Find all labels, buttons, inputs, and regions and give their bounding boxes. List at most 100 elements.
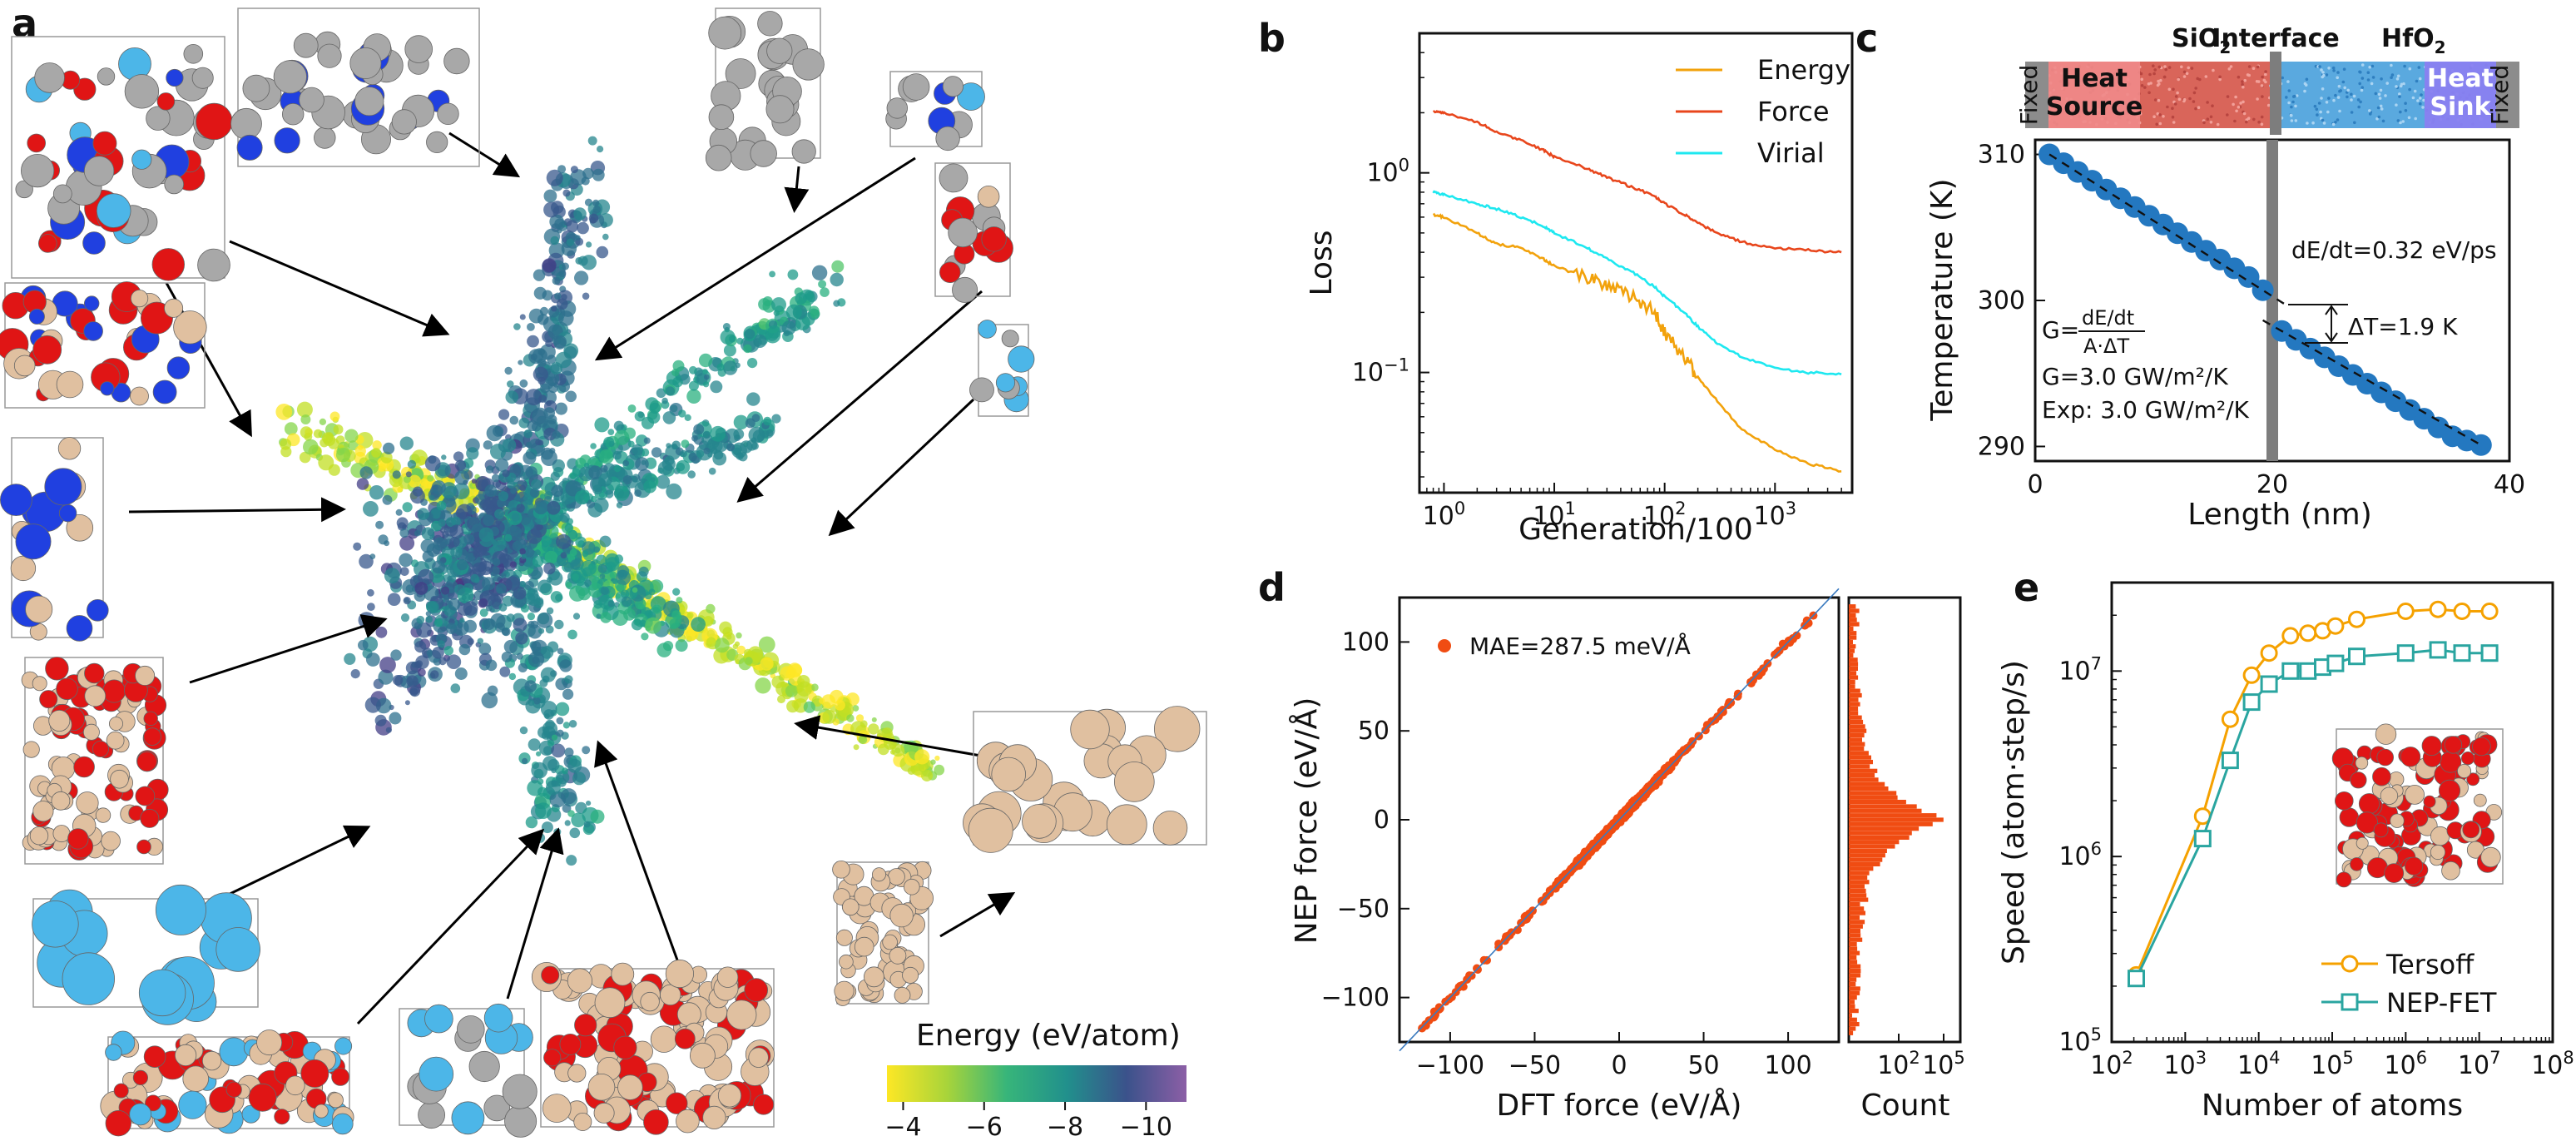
- histogram-bar: [1849, 1009, 1859, 1014]
- atom: [143, 711, 158, 727]
- scatter-point: [463, 619, 477, 633]
- histogram-bar: [1849, 995, 1857, 1000]
- scatter-point: [661, 397, 668, 404]
- atom: [92, 131, 117, 156]
- speckle-atom: [2371, 76, 2375, 79]
- right-linear-fit: [2262, 319, 2482, 446]
- scatter-point: [736, 337, 744, 345]
- scatter-point: [560, 788, 577, 805]
- inset-atom: [2358, 793, 2380, 815]
- histogram-bar: [1849, 728, 1867, 733]
- scatter-point: [623, 608, 636, 621]
- speckle-atom: [2331, 122, 2336, 127]
- rate-annotation: dE/dt=0.32 eV/ps: [2291, 236, 2497, 264]
- scatter-point: [527, 419, 538, 432]
- scatter-point: [622, 459, 630, 467]
- scatter-point: [555, 702, 570, 717]
- scatter-point: [785, 684, 799, 697]
- scatter-point: [810, 683, 819, 692]
- speckle-atom: [2321, 71, 2325, 74]
- scatter-point: [532, 556, 544, 568]
- y-tick-label: 100: [1366, 156, 1409, 188]
- scatter-point: [751, 414, 760, 423]
- speckle-atom: [2173, 102, 2177, 106]
- speckle-atom: [2419, 102, 2422, 106]
- atom: [766, 37, 793, 64]
- atom: [567, 968, 593, 994]
- scatter-point: [559, 512, 570, 523]
- speckle-atom: [2381, 119, 2385, 123]
- scatter-point: [753, 334, 767, 348]
- scatter-point: [498, 409, 510, 420]
- scatter-point: [375, 520, 384, 529]
- scatter-point: [698, 353, 713, 368]
- speckle-atom: [2242, 112, 2247, 116]
- speckle-atom: [2311, 121, 2315, 125]
- histogram-bar: [1849, 924, 1863, 929]
- scatter-point: [483, 618, 495, 630]
- scatter-point: [584, 579, 592, 588]
- nepfet-point: [2281, 662, 2300, 680]
- speckle-atom: [2194, 107, 2197, 111]
- scatter-point: [562, 262, 569, 270]
- atom: [156, 92, 176, 111]
- speckle-atom: [2252, 117, 2256, 122]
- speckle-atom: [2247, 73, 2251, 77]
- speckle-atom: [2306, 122, 2309, 125]
- speckle-atom: [2418, 97, 2422, 100]
- scatter-point: [547, 739, 555, 747]
- scatter-point: [743, 344, 752, 354]
- scatter-point: [641, 633, 649, 641]
- atom: [674, 1028, 696, 1049]
- scatter-point: [438, 518, 446, 527]
- scatter-point: [419, 478, 429, 487]
- legend-mae-label: MAE=287.5 meV/Å: [1469, 632, 1691, 660]
- scatter-point: [568, 720, 577, 728]
- scatter-point: [528, 699, 535, 707]
- scatter-point: [722, 323, 731, 330]
- speckle-atom: [2304, 83, 2308, 87]
- speckle-atom: [2404, 109, 2408, 112]
- scatter-point: [358, 639, 369, 651]
- histogram-bar: [1849, 880, 1870, 885]
- scatter-point: [810, 309, 820, 320]
- histogram-bar: [1849, 662, 1859, 667]
- speckle-atom: [2294, 104, 2297, 108]
- atom: [716, 966, 739, 988]
- scatter-point: [587, 136, 597, 146]
- atom: [282, 102, 305, 126]
- scatter-point: [565, 390, 577, 403]
- pointer-arrow: [229, 240, 450, 337]
- scatter-point: [582, 292, 590, 300]
- scatter-point: [676, 459, 691, 474]
- atom: [969, 377, 994, 403]
- scatter-point: [519, 581, 527, 588]
- scatter-point: [437, 640, 445, 648]
- scatter-point: [599, 449, 614, 464]
- speckle-atom: [2206, 101, 2209, 104]
- histogram-bar: [1849, 622, 1860, 627]
- histogram-bar: [1849, 764, 1870, 769]
- scatter-point: [552, 276, 561, 285]
- nepfet-point: [2299, 662, 2317, 680]
- pointer-arrow: [939, 891, 1016, 938]
- histogram-bar: [1849, 684, 1855, 689]
- nepfet-point: [2128, 970, 2145, 988]
- speckle-atom: [2192, 91, 2197, 95]
- atom: [10, 555, 37, 582]
- histogram-bar: [1849, 777, 1879, 782]
- speckle-atom: [2157, 79, 2160, 83]
- histogram-bar: [1849, 800, 1906, 805]
- scatter-point: [594, 417, 610, 433]
- scatter-point: [693, 424, 705, 435]
- inset-atom: [2421, 736, 2442, 757]
- pointer-arrow: [594, 740, 684, 975]
- histogram-bar: [1849, 751, 1869, 756]
- scatter-point: [354, 445, 366, 457]
- scatter-point: [634, 489, 642, 497]
- scatter-point: [525, 557, 532, 563]
- scatter-point: [740, 440, 753, 454]
- speckle-atom: [2317, 102, 2321, 105]
- histogram-bar: [1849, 781, 1885, 786]
